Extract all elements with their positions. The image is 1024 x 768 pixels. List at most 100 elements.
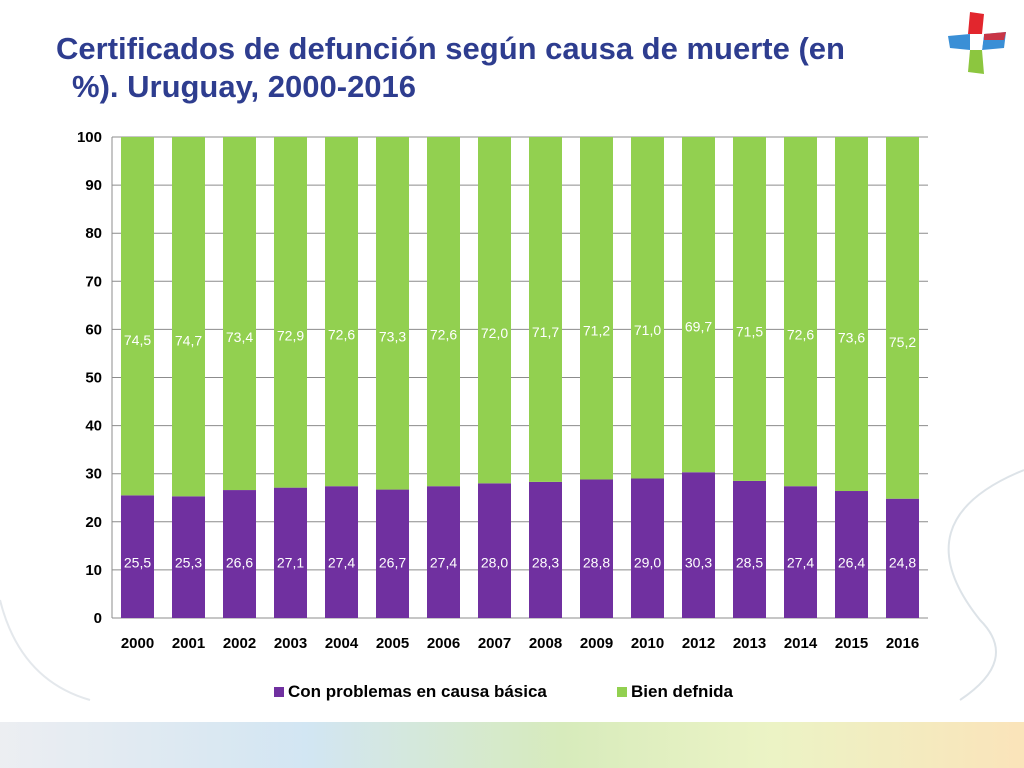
data-label: 74,7 (175, 332, 202, 348)
bar-segment-problem (886, 498, 919, 618)
y-tick-label: 10 (85, 562, 102, 579)
bar-segment-defined (121, 137, 154, 496)
data-label: 71,5 (736, 323, 763, 339)
y-tick-label: 40 (85, 418, 102, 435)
x-tick-label: 2010 (631, 635, 664, 652)
bar-segment-defined (784, 137, 817, 487)
legend-swatch-problem (274, 687, 284, 697)
bar-segment-defined (172, 137, 205, 497)
bar-segment-defined (631, 137, 664, 479)
x-tick-label: 2004 (325, 635, 359, 652)
health-cross-logo (948, 12, 1006, 74)
y-tick-label: 70 (85, 273, 102, 290)
x-tick-label: 2009 (580, 635, 613, 652)
data-label: 69,7 (685, 318, 712, 334)
data-label: 27,4 (430, 554, 457, 570)
bar-segment-problem (427, 486, 460, 618)
slide-title-line-2: %). Uruguay, 2000-2016 (72, 69, 417, 104)
y-tick-label: 50 (85, 370, 102, 387)
x-tick-label: 2005 (376, 635, 409, 652)
x-tick-label: 2003 (274, 635, 307, 652)
x-tick-label: 2016 (886, 635, 919, 652)
bar-segment-defined (274, 137, 307, 488)
data-label: 73,6 (838, 329, 865, 345)
data-label: 73,3 (379, 328, 406, 344)
data-label: 26,6 (226, 554, 253, 570)
slide-title-line-1: Certificados de defunción según causa de… (56, 31, 845, 66)
bar-segment-defined (325, 137, 358, 487)
data-label: 27,4 (328, 554, 355, 570)
data-label: 72,9 (277, 327, 304, 343)
data-label: 28,0 (481, 554, 508, 570)
footer-color-band (0, 722, 1024, 768)
bar-segment-problem (172, 496, 205, 618)
bar-segment-problem (223, 490, 256, 618)
x-tick-label: 2000 (121, 635, 154, 652)
x-tick-label: 2006 (427, 635, 460, 652)
x-tick-label: 2001 (172, 635, 205, 652)
bar-segment-defined (835, 137, 868, 492)
data-label: 72,0 (481, 325, 508, 341)
bar-segment-problem (274, 487, 307, 618)
data-label: 30,3 (685, 554, 712, 570)
bar-segment-defined (529, 137, 562, 482)
data-label: 72,6 (328, 327, 355, 343)
bar-segment-problem (121, 495, 154, 618)
x-tick-label: 2002 (223, 635, 256, 652)
x-tick-label: 2013 (733, 635, 766, 652)
data-label: 72,6 (430, 327, 457, 343)
chart-bars (121, 137, 919, 618)
data-label: 28,3 (532, 554, 559, 570)
y-tick-label: 30 (85, 466, 102, 483)
x-tick-label: 2007 (478, 635, 511, 652)
data-label: 74,5 (124, 332, 151, 348)
y-tick-label: 90 (85, 177, 102, 194)
data-label: 72,6 (787, 327, 814, 343)
bar-segment-defined (682, 137, 715, 473)
bar-segment-defined (376, 137, 409, 490)
y-tick-label: 80 (85, 225, 102, 242)
y-tick-label: 0 (94, 610, 102, 627)
data-label: 71,2 (583, 323, 610, 339)
data-label: 71,7 (532, 324, 559, 340)
bar-segment-problem (529, 481, 562, 618)
bar-segment-problem (682, 472, 715, 618)
x-tick-label: 2014 (784, 635, 818, 652)
bar-segment-defined (886, 137, 919, 499)
data-label: 24,8 (889, 554, 916, 570)
bar-segment-problem (784, 486, 817, 618)
bar-segment-defined (427, 137, 460, 487)
bar-segment-problem (835, 491, 868, 618)
legend-swatch-defined (617, 687, 627, 697)
bar-segment-defined (223, 137, 256, 491)
data-label: 71,0 (634, 322, 661, 338)
data-label: 75,2 (889, 334, 916, 350)
bar-segment-problem (733, 480, 766, 618)
data-label: 26,7 (379, 554, 406, 570)
x-tick-label: 2015 (835, 635, 868, 652)
y-axis-tick-labels: 0 10 20 30 40 50 60 70 80 90 100 (77, 129, 102, 627)
data-label: 29,0 (634, 554, 661, 570)
bar-segment-defined (580, 137, 613, 480)
data-label: 28,5 (736, 554, 763, 570)
bar-segment-problem (376, 489, 409, 618)
data-label: 25,3 (175, 554, 202, 570)
data-label: 27,4 (787, 554, 814, 570)
x-tick-label: 2012 (682, 635, 715, 652)
data-label: 25,5 (124, 554, 151, 570)
x-tick-label: 2008 (529, 635, 562, 652)
data-label: 26,4 (838, 554, 865, 570)
y-tick-label: 100 (77, 129, 102, 146)
bar-segment-problem (325, 486, 358, 618)
data-label: 28,8 (583, 554, 610, 570)
chart-legend: Con problemas en causa básica Bien defnid… (274, 682, 734, 701)
y-tick-label: 60 (85, 321, 102, 338)
bar-segment-defined (478, 137, 511, 484)
bar-segment-problem (478, 483, 511, 618)
slide-title: Certificados de defunción según causa de… (56, 30, 916, 106)
x-axis-tick-labels: 2000 2001 2002 2003 2004 2005 2006 2007 2008 2009… (121, 635, 919, 652)
y-tick-label: 20 (85, 514, 102, 531)
bar-segment-problem (580, 479, 613, 618)
legend-label-problem: Con problemas en causa básica (288, 682, 547, 701)
